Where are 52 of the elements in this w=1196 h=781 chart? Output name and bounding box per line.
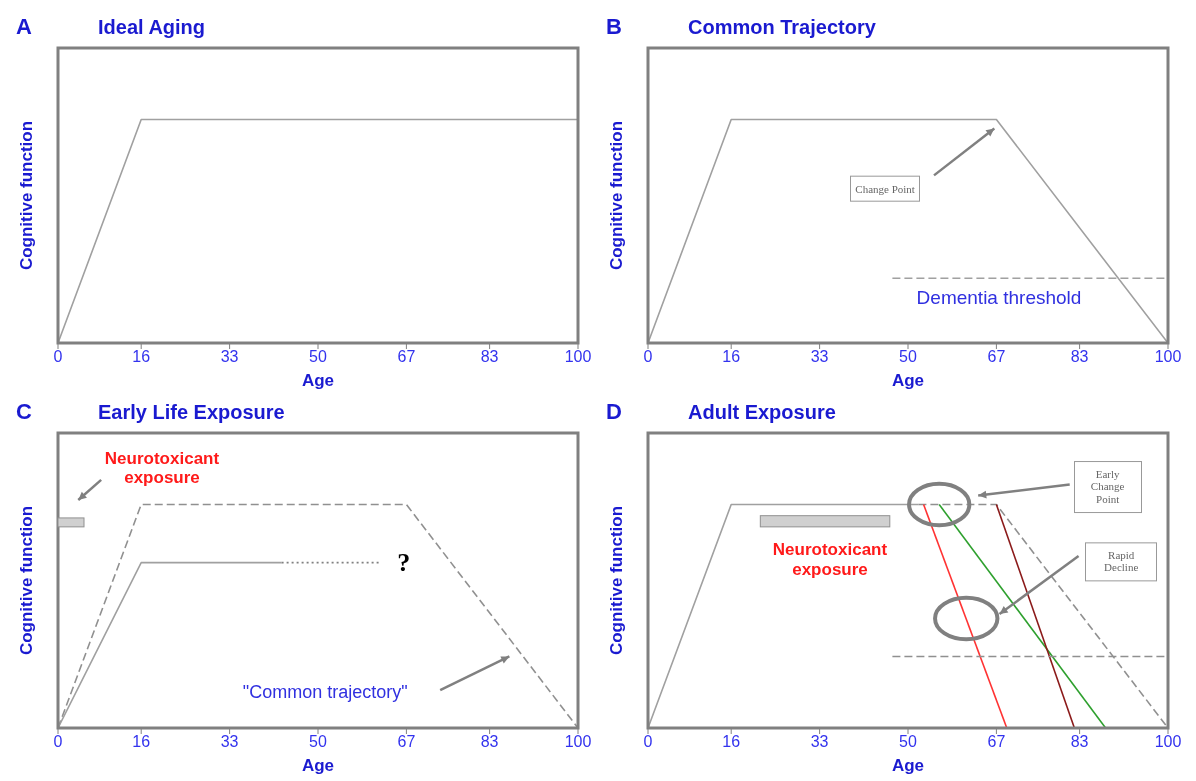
x-tick-label: 100: [1154, 733, 1182, 751]
x-tick-label: 33: [220, 733, 239, 751]
x-tick-label: 0: [53, 733, 63, 751]
y-axis-title: Cognitive function: [607, 505, 627, 656]
x-tick-label: 67: [987, 348, 1006, 366]
annotation: Neurotoxicant exposure: [771, 540, 889, 580]
x-tick-label: 83: [1070, 733, 1089, 751]
chart-title: Common Trajectory: [688, 16, 876, 39]
x-tick-label: 67: [397, 733, 416, 751]
chart-title: Ideal Aging: [98, 16, 206, 39]
x-axis-title: Age: [301, 371, 335, 391]
x-tick-label: 33: [220, 348, 239, 366]
y-axis-title: Cognitive function: [17, 505, 37, 656]
x-axis-title: Age: [301, 756, 335, 776]
x-tick-label: 50: [899, 733, 917, 751]
x-tick-label: 100: [564, 733, 592, 751]
x-tick-label: 83: [480, 348, 499, 366]
text: A: [16, 14, 32, 40]
x-tick-label: 0: [643, 348, 653, 366]
annotation: Rapid Decline: [1085, 541, 1158, 582]
x-tick-label: 33: [810, 348, 829, 366]
y-axis-title: Cognitive function: [607, 120, 627, 271]
x-tick-label: 33: [810, 733, 829, 751]
x-tick-label: 50: [899, 348, 917, 366]
annotation: Dementia threshold: [916, 287, 1082, 310]
text: C: [16, 399, 32, 425]
chart-title: Early Life Exposure: [98, 401, 285, 424]
x-tick-label: 50: [309, 348, 327, 366]
x-tick-label: 0: [53, 348, 63, 366]
x-tick-label: 16: [132, 733, 151, 751]
x-tick-label: 16: [722, 348, 741, 366]
x-tick-label: 50: [309, 733, 327, 751]
x-tick-label: 83: [480, 733, 499, 751]
text: B: [606, 14, 622, 40]
x-tick-label: 0: [643, 733, 653, 751]
text: Neurotoxicant exposure: [103, 449, 221, 489]
x-tick-label: 67: [987, 733, 1006, 751]
y-axis-title: Cognitive function: [17, 120, 37, 271]
x-tick-label: 83: [1070, 348, 1089, 366]
x-tick-label: 16: [722, 733, 741, 751]
chart-title: Adult Exposure: [688, 401, 836, 424]
annotation: "Common trajectory": [242, 681, 408, 703]
x-tick-label: 67: [397, 348, 416, 366]
text: D: [606, 399, 622, 425]
x-axis-title: Age: [891, 371, 925, 391]
annotation: Change Point: [850, 175, 921, 203]
x-tick-label: 100: [564, 348, 592, 366]
annotation: ?: [397, 547, 411, 578]
x-tick-label: 16: [132, 348, 151, 366]
x-tick-label: 100: [1154, 348, 1182, 366]
annotation: Early Change Point: [1073, 460, 1142, 513]
x-axis-title: Age: [891, 756, 925, 776]
